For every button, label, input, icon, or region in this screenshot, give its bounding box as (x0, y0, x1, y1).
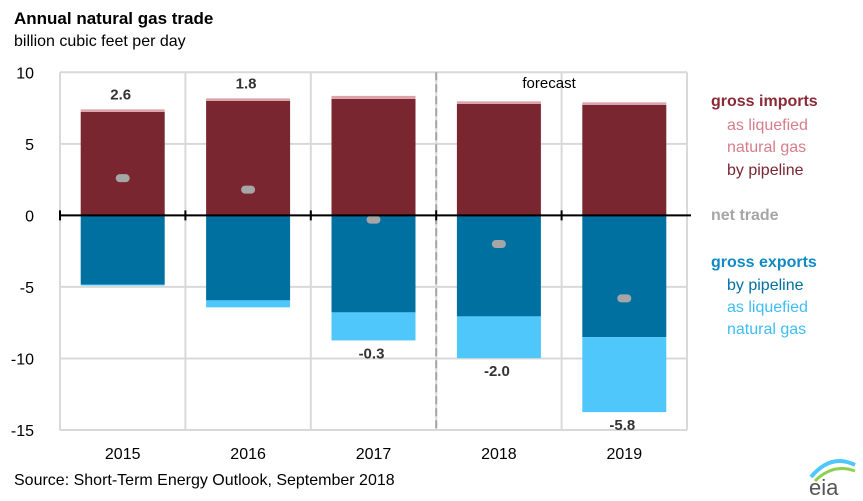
y-tick-label: 0 (25, 208, 34, 225)
legend-imports: gross imports (711, 93, 818, 110)
bar-exports-lng (456, 316, 541, 359)
net-trade-label: 2.6 (110, 86, 131, 103)
legend-exports-lng: as liquefied (727, 299, 808, 316)
chart-title: Annual natural gas trade (14, 9, 214, 28)
bar-exports-pipeline (206, 215, 291, 301)
bar-exports-pipeline (331, 215, 416, 313)
legend-imports-lng-2: natural gas (727, 139, 807, 156)
bar-imports-pipeline (456, 103, 541, 216)
bar-imports-lng (331, 95, 416, 99)
y-tick-label: -5 (20, 280, 34, 297)
legend-exports-lng-2: natural gas (727, 321, 807, 338)
net-trade-label: 1.8 (236, 75, 257, 92)
bar-exports-pipeline (80, 215, 165, 285)
legend-exports: gross exports (711, 254, 817, 271)
net-trade-label: -2.0 (484, 363, 510, 380)
bar-exports-lng (582, 337, 667, 413)
bar-imports-lng (582, 102, 667, 105)
bar-exports-lng (80, 284, 165, 286)
y-tick-label: -15 (11, 423, 34, 440)
legend-imports-lng: as liquefied (727, 117, 808, 134)
bar-imports-pipeline (582, 104, 667, 216)
legend-exports-pipeline: by pipeline (727, 277, 804, 294)
bar-imports-pipeline (206, 100, 291, 216)
x-tick-label: 2016 (230, 446, 266, 463)
y-tick-label: 5 (25, 137, 34, 154)
x-tick-label: 2015 (105, 446, 141, 463)
x-tick-label: 2018 (481, 446, 517, 463)
bar-exports-lng (206, 300, 291, 308)
svg-text:eia: eia (809, 475, 839, 497)
net-trade-marker (366, 215, 381, 224)
y-tick-label: 10 (16, 65, 34, 82)
chart-subtitle: billion cubic feet per day (14, 33, 186, 50)
net-trade-label: -0.3 (359, 345, 385, 362)
legend-net: net trade (711, 207, 779, 224)
net-trade-marker (241, 185, 256, 194)
bar-imports-lng (456, 101, 541, 104)
net-trade-marker (617, 294, 632, 303)
forecast-label: forecast (522, 75, 576, 92)
x-tick-label: 2019 (607, 446, 643, 463)
bar-exports-pipeline (582, 215, 667, 338)
bar-imports-pipeline (331, 98, 416, 216)
y-tick-label: -10 (11, 351, 34, 368)
eia-logo: eia (809, 459, 856, 497)
legend-imports-pipeline: by pipeline (727, 162, 804, 179)
bar-exports-lng (331, 312, 416, 341)
bar-exports-pipeline (456, 215, 541, 317)
net-trade-marker (491, 239, 506, 248)
bar-imports-lng (206, 98, 291, 101)
source-text: Short-Term Energy Outlook, September 201… (73, 472, 395, 489)
net-trade-label: -5.8 (609, 417, 635, 434)
net-trade-marker (115, 174, 130, 183)
bar-imports-pipeline (80, 111, 165, 216)
x-tick-label: 2017 (356, 446, 392, 463)
source-note: Source: Short-Term Energy Outlook, Septe… (14, 472, 395, 489)
bar-imports-lng (80, 109, 165, 112)
